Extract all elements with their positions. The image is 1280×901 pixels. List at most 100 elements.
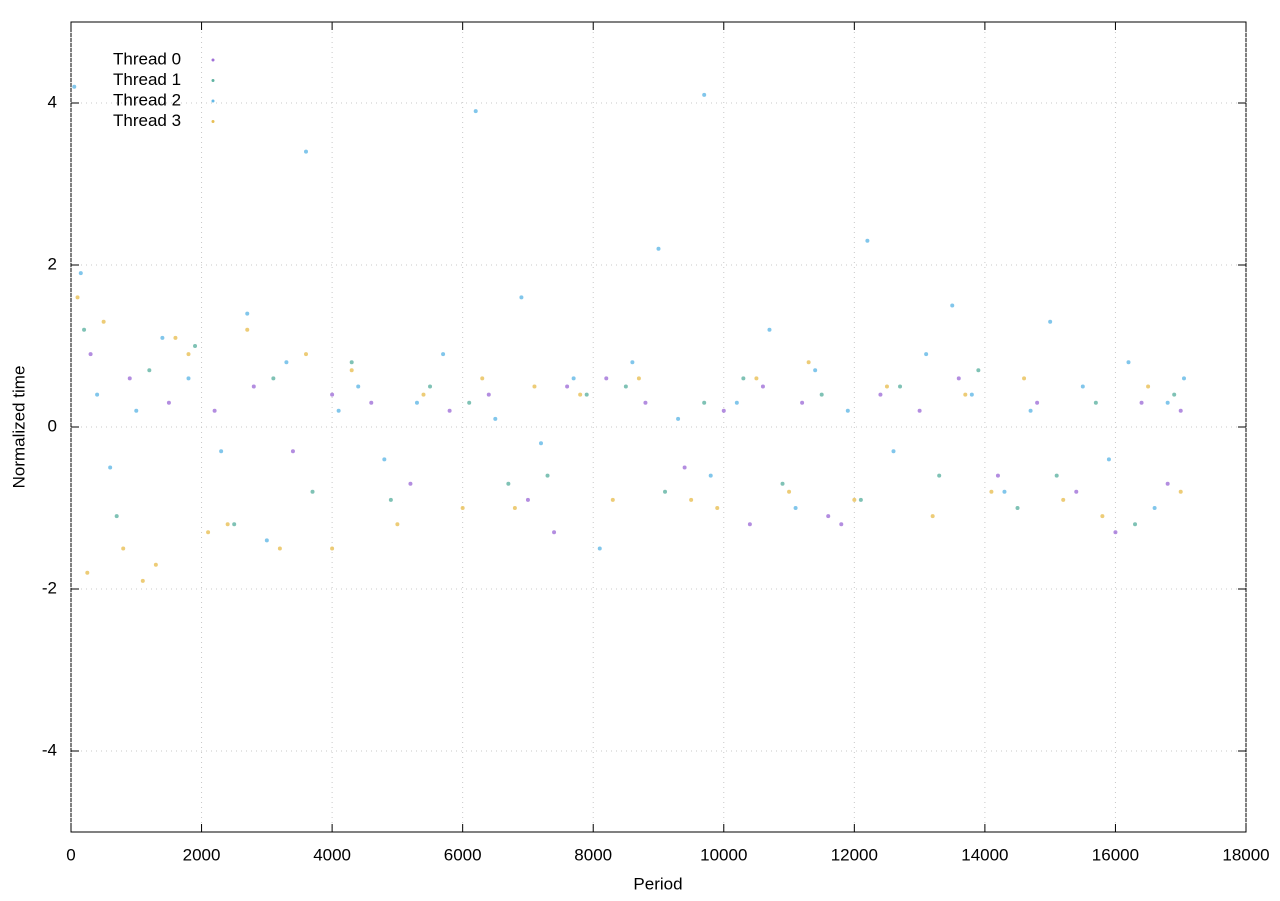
x-tick-label: 2000	[183, 845, 221, 864]
point	[1002, 489, 1007, 494]
point	[108, 465, 113, 470]
point	[715, 506, 720, 510]
point	[72, 84, 77, 89]
point	[304, 352, 308, 357]
point	[75, 295, 80, 300]
point	[760, 384, 765, 389]
point	[924, 352, 929, 357]
point	[839, 522, 844, 527]
point	[930, 514, 935, 519]
y-tick-label: -4	[42, 740, 57, 759]
point	[819, 392, 824, 397]
legend-label: Thread 2	[113, 90, 181, 109]
point	[186, 352, 191, 357]
point	[219, 449, 224, 454]
point	[388, 497, 393, 502]
point	[721, 408, 726, 413]
y-axis-label: Normalized time	[9, 366, 28, 489]
point	[349, 368, 354, 373]
point	[787, 489, 792, 494]
point	[421, 392, 426, 397]
point	[95, 392, 100, 397]
point	[166, 400, 171, 405]
point	[767, 327, 772, 332]
point	[865, 238, 870, 243]
point	[565, 384, 570, 389]
x-tick-label: 18000	[1222, 845, 1269, 864]
x-tick-label: 0	[66, 845, 75, 864]
point	[1126, 360, 1131, 365]
y-tick-label: 2	[48, 254, 57, 273]
point	[1080, 384, 1085, 389]
point	[153, 562, 158, 567]
point	[963, 392, 968, 397]
legend-marker	[211, 79, 215, 82]
point	[806, 360, 811, 365]
point	[336, 408, 341, 413]
point	[636, 376, 641, 381]
point	[734, 400, 739, 405]
point	[532, 384, 537, 389]
point	[937, 473, 942, 478]
point	[884, 384, 889, 389]
legend-marker	[211, 120, 215, 123]
x-tick-label: 12000	[831, 845, 878, 864]
y-tick-label: 4	[48, 92, 57, 111]
legend-marker	[211, 58, 215, 62]
point	[898, 384, 903, 389]
point	[1165, 400, 1170, 405]
point	[630, 360, 635, 365]
point	[232, 522, 237, 527]
point	[88, 352, 93, 357]
point	[212, 408, 217, 413]
y-tick-label: 0	[48, 416, 57, 435]
point	[525, 497, 530, 502]
point	[264, 538, 269, 543]
point	[277, 546, 282, 551]
point	[271, 376, 276, 381]
point	[467, 400, 472, 405]
x-tick-label: 8000	[574, 845, 612, 864]
point	[741, 376, 746, 381]
point	[682, 465, 687, 470]
point	[245, 311, 250, 316]
legend-label: Thread 3	[113, 111, 181, 130]
point	[604, 376, 609, 381]
point	[826, 514, 831, 519]
point	[493, 416, 498, 421]
x-tick-label: 10000	[700, 845, 747, 864]
point	[754, 376, 759, 381]
point	[1106, 457, 1111, 462]
point	[793, 506, 798, 510]
legend-marker	[211, 99, 215, 103]
point	[101, 319, 106, 324]
point	[441, 352, 446, 357]
point	[519, 295, 524, 300]
point	[845, 408, 850, 413]
x-tick-label: 6000	[444, 845, 482, 864]
point	[1015, 506, 1020, 510]
point	[552, 530, 557, 535]
point	[708, 473, 713, 478]
point	[969, 392, 974, 397]
point	[480, 376, 485, 381]
point	[858, 497, 863, 502]
point	[878, 392, 883, 397]
point	[290, 449, 295, 454]
point	[545, 473, 550, 478]
point	[134, 408, 139, 413]
point	[1028, 408, 1033, 413]
point	[780, 481, 785, 486]
point	[114, 514, 119, 519]
point	[85, 570, 90, 575]
point	[506, 481, 511, 486]
point	[689, 497, 694, 502]
point	[747, 522, 752, 527]
point	[1048, 319, 1053, 324]
point	[414, 400, 419, 405]
point	[702, 400, 707, 405]
point	[382, 457, 387, 462]
point	[571, 376, 576, 381]
point	[82, 327, 87, 332]
legend-label: Thread 1	[113, 70, 181, 89]
